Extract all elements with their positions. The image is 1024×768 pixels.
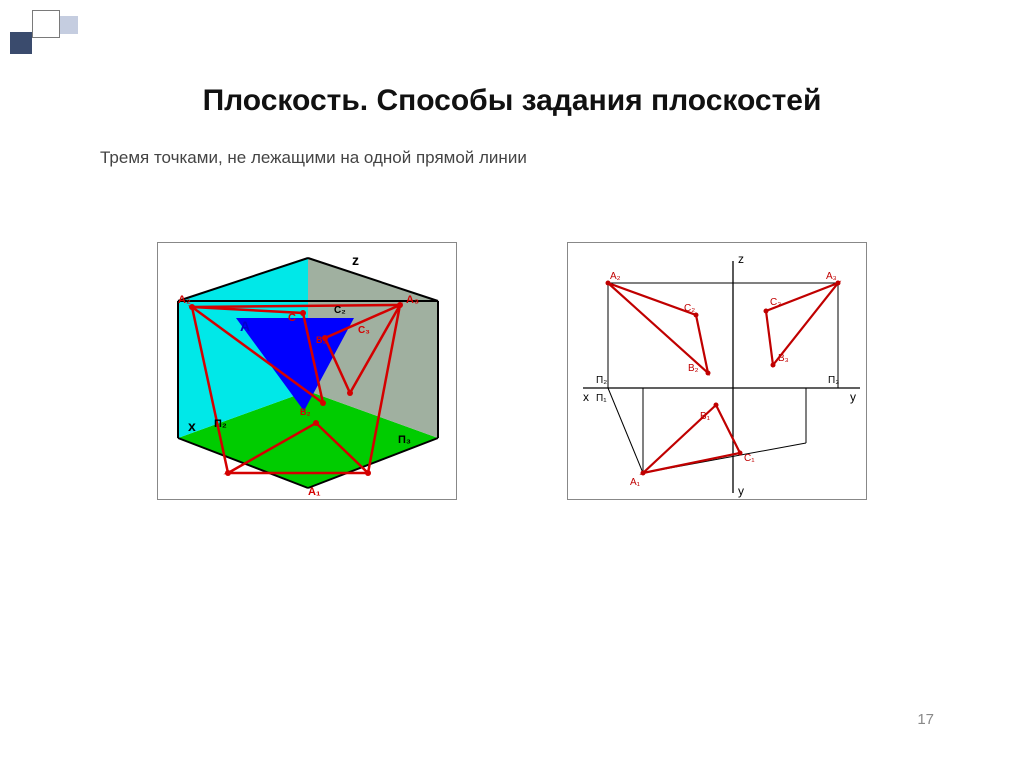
figure-epure: z x y y П₂ П₁ П₃ A₂ A₃ C₂ C₃ B₂ B₃ B₁ C₁ A₁ <box>567 242 867 500</box>
svg-text:z: z <box>738 252 744 266</box>
svg-text:y: y <box>850 390 856 404</box>
svg-text:C₃: C₃ <box>770 297 781 308</box>
figure-3d: z x П₂ П₃ A₂ A C C₂ A₃ C₃ B₃ B₂ A₁ <box>157 242 457 500</box>
svg-text:C₂: C₂ <box>334 305 346 316</box>
svg-text:B₂: B₂ <box>688 363 699 374</box>
svg-text:П₂: П₂ <box>214 418 227 430</box>
svg-text:B₂: B₂ <box>300 407 311 417</box>
svg-text:A₁: A₁ <box>308 486 321 498</box>
svg-text:B₃: B₃ <box>316 335 327 345</box>
slide-subtitle: Тремя точками, не лежащими на одной прям… <box>100 148 527 168</box>
svg-text:A₂: A₂ <box>178 294 191 306</box>
svg-text:x: x <box>188 418 196 434</box>
svg-text:П₁: П₁ <box>596 393 607 404</box>
svg-text:B₃: B₃ <box>778 353 789 364</box>
svg-text:z: z <box>352 252 359 268</box>
svg-text:C₁: C₁ <box>744 453 755 464</box>
svg-text:A₃: A₃ <box>826 271 837 282</box>
svg-text:C₃: C₃ <box>358 325 370 336</box>
svg-text:C: C <box>288 312 296 324</box>
deco-square-dark <box>10 32 32 54</box>
svg-text:C₂: C₂ <box>684 303 695 314</box>
svg-text:П₃: П₃ <box>398 434 411 446</box>
page-number: 17 <box>917 711 934 728</box>
svg-text:A₁: A₁ <box>630 477 641 488</box>
svg-text:x: x <box>583 390 589 404</box>
svg-text:П₃: П₃ <box>828 375 839 386</box>
svg-text:П₂: П₂ <box>596 375 607 386</box>
figures-row: z x П₂ П₃ A₂ A C C₂ A₃ C₃ B₃ B₂ A₁ z x y y П₂ П₁ П₃ A₂ A₃ C₂ C… <box>0 242 1024 500</box>
svg-text:y: y <box>738 484 744 498</box>
deco-square-light <box>60 16 78 34</box>
svg-text:A: A <box>240 318 250 334</box>
slide-title: Плоскость. Способы задания плоскостей <box>0 84 1024 118</box>
svg-text:A₂: A₂ <box>610 271 621 282</box>
svg-text:B₁: B₁ <box>700 411 711 422</box>
svg-text:A₃: A₃ <box>406 294 419 306</box>
deco-square-outline <box>32 10 60 38</box>
